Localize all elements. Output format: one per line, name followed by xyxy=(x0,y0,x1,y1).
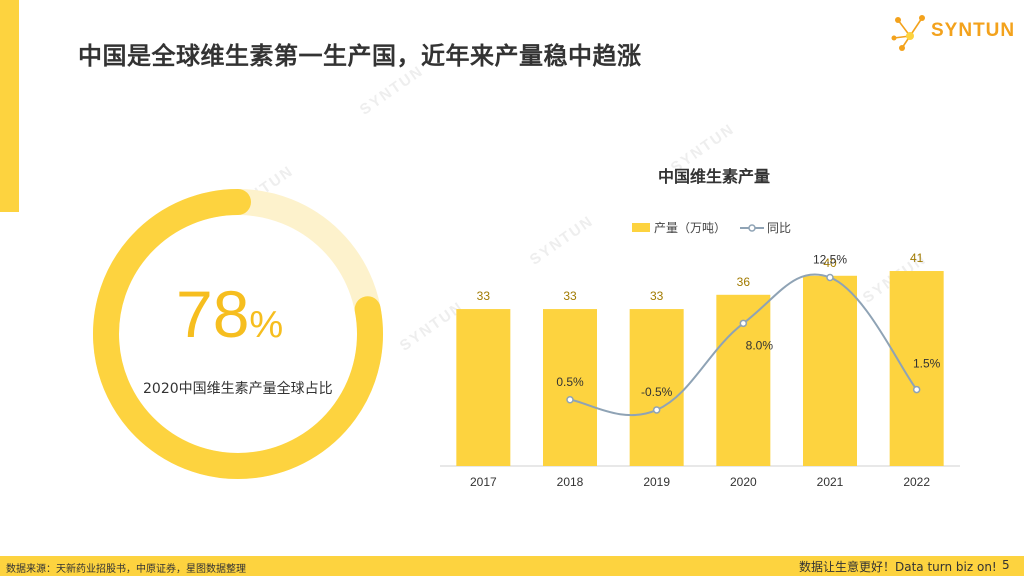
production-chart: 33 2017 33 2018 33 2019 36 2020 40 2021 41 2022 0.5%… xyxy=(440,251,960,489)
bar xyxy=(456,309,511,466)
bar-value-label: 36 xyxy=(737,275,751,289)
yoy-value-label: 1.5% xyxy=(913,357,941,371)
donut-label: 2020中国维生素产量全球占比 xyxy=(143,381,333,397)
page-title: 中国是全球维生素第一生产国，近年来产量稳中趋涨 xyxy=(78,42,642,70)
logo-text: SYNTUN xyxy=(931,20,1016,41)
footer-bar xyxy=(0,556,1024,576)
bar-value-label: 40 xyxy=(823,256,837,270)
x-tick-label: 2019 xyxy=(643,475,670,489)
legend-line-label: 同比 xyxy=(767,221,792,235)
yoy-point xyxy=(826,273,834,282)
footer-slogan: 数据让生意更好！Data turn biz on! xyxy=(799,560,997,574)
bar-value-label: 41 xyxy=(910,251,924,265)
logo-icon xyxy=(891,15,925,51)
bar-value-label: 33 xyxy=(477,289,491,303)
donut-value-arc xyxy=(93,189,383,479)
x-tick-label: 2021 xyxy=(817,475,844,489)
x-tick-label: 2017 xyxy=(470,475,497,489)
page-number: 5 xyxy=(1002,558,1010,572)
yoy-value-label: 0.5% xyxy=(556,375,584,389)
x-tick-label: 2018 xyxy=(557,475,584,489)
bar xyxy=(543,309,597,466)
x-tick-label: 2020 xyxy=(730,475,757,489)
yoy-value-label: 12.5% xyxy=(813,252,847,266)
donut-value-unit: % xyxy=(249,304,284,346)
bar-value-label: 33 xyxy=(563,289,577,303)
yoy-point xyxy=(739,319,748,328)
chart-title: 中国维生素产量 xyxy=(658,167,771,186)
donut-value-number: 78 xyxy=(176,277,250,351)
chart-legend: 产量（万吨） 同比 xyxy=(632,219,791,236)
legend-bar-swatch xyxy=(632,223,650,232)
yoy-point xyxy=(566,396,574,404)
legend-bar-label: 产量（万吨） xyxy=(654,221,727,235)
donut-chart xyxy=(93,189,383,479)
yoy-value-label: 8.0% xyxy=(746,338,774,352)
yoy-value-label: -0.5% xyxy=(641,385,673,399)
legend-line-icon xyxy=(740,223,765,232)
bar xyxy=(889,271,944,466)
donut-value: 78% xyxy=(176,276,283,352)
yoy-point xyxy=(652,406,661,414)
yoy-point xyxy=(912,385,921,394)
left-accent-bar xyxy=(0,0,19,212)
bar xyxy=(803,275,857,466)
bar-value-label: 33 xyxy=(650,289,664,303)
x-tick-label: 2022 xyxy=(903,475,930,489)
footer-source: 数据来源：天新药业招股书，中原证券，星图数据整理 xyxy=(6,564,246,575)
bar xyxy=(629,309,684,466)
